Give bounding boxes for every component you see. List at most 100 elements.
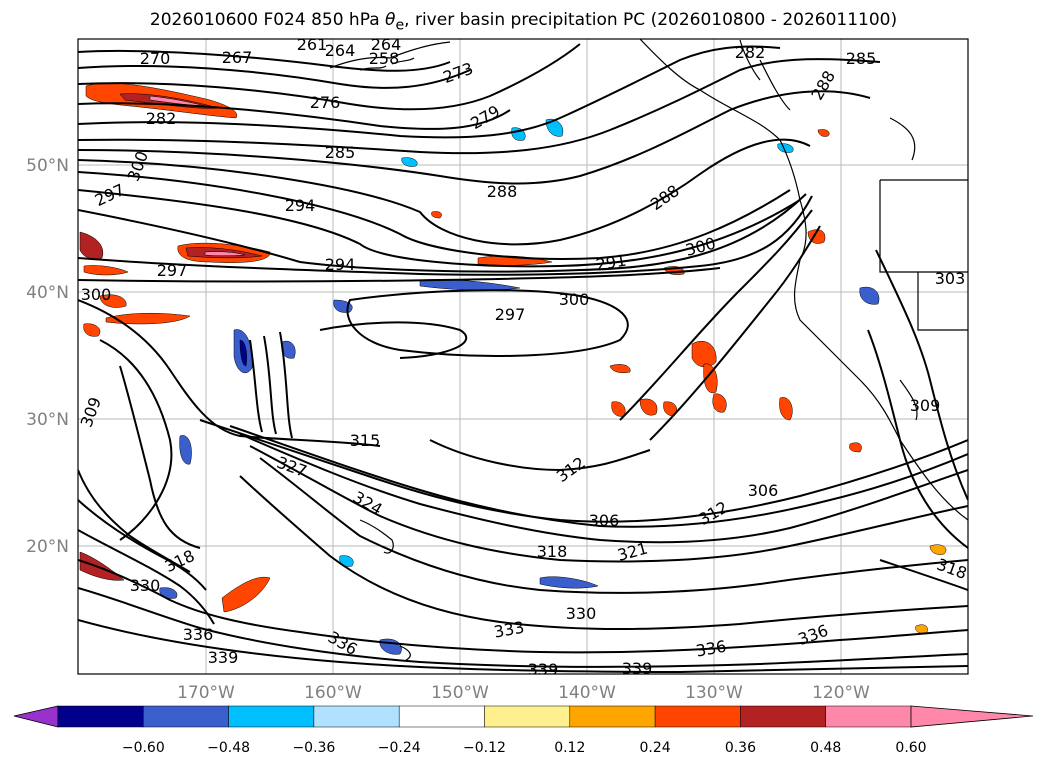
border-us-canada: [879, 179, 968, 273]
patch-neg-west-35n-core: [239, 339, 247, 367]
lon-label: 130°W: [685, 683, 743, 703]
contour-300-closed: [346, 289, 629, 357]
graticule: [78, 39, 968, 674]
theta-e-contours: [78, 43, 968, 674]
contour-327: [239, 475, 968, 630]
patch-neg-bc: [777, 143, 794, 153]
theta-symbol: θ: [385, 10, 396, 30]
map-area: 270 267 264 261 258 264 273 276 279 282 …: [78, 35, 968, 678]
colorbar-label: 0.12: [554, 740, 585, 756]
contour-label: 282: [735, 43, 766, 62]
contour-291: [78, 171, 791, 260]
contour-297-inner: [319, 321, 468, 359]
colorbar: −0.60 −0.48 −0.36 −0.24 −0.12 0.12 0.24 …: [13, 705, 1034, 756]
contour-309-coast: [875, 249, 968, 501]
contour-label: 297: [495, 305, 526, 324]
contour-306-diag: [649, 225, 821, 441]
contour-270: [78, 49, 451, 72]
patch-mexico: [929, 544, 947, 555]
colorbar-segment: [569, 705, 656, 728]
contour-324: [259, 457, 968, 594]
colorbar-segment: [484, 705, 571, 728]
lon-label: 160°W: [304, 683, 362, 703]
contour-label: 267: [222, 48, 253, 67]
contour-label: 330: [566, 604, 597, 623]
contour-label: 276: [310, 93, 341, 112]
contour-label: 264: [371, 35, 402, 54]
coast-north-america: [639, 39, 968, 521]
colorbar-labels: −0.60 −0.48 −0.36 −0.24 −0.12 0.12 0.24 …: [122, 740, 927, 756]
contour-318-west-b: [263, 335, 277, 435]
contour-312: [199, 419, 968, 523]
colorbar-segment: [313, 705, 400, 728]
contour-label: 294: [285, 196, 316, 215]
coast-se-alaska: [739, 39, 791, 111]
patch-central-31n-c: [712, 393, 727, 413]
contour-label: 330: [130, 576, 161, 595]
lon-label: 150°W: [431, 683, 489, 703]
colorbar-label: −0.60: [122, 740, 165, 756]
colorbar-label: −0.48: [207, 740, 250, 756]
lat-label: 30°N: [26, 410, 69, 430]
lon-label: 140°W: [558, 683, 616, 703]
patch-west-38n: [99, 294, 127, 308]
contour-312-west: [119, 365, 201, 549]
contour-300: [78, 267, 721, 283]
contour-309: [99, 339, 173, 541]
contour-label: 318: [537, 542, 568, 561]
patch-neg-west-28n: [179, 435, 192, 465]
contour-label: 294: [325, 255, 356, 274]
contour-330: [78, 559, 968, 654]
patch-california-offshore: [691, 340, 717, 368]
contour-label: 306: [589, 511, 620, 530]
contour-label: 270: [140, 49, 171, 68]
colorbar-segment: [57, 705, 144, 728]
contour-label: 336: [183, 625, 214, 644]
colorbar-segment: [740, 705, 826, 728]
patch-bc-1: [817, 129, 830, 137]
colorbar-label: 0.60: [895, 740, 926, 756]
patch-central-46n: [431, 211, 442, 219]
contour-321: [249, 445, 968, 563]
patch-west-36n: [83, 323, 101, 337]
coast-island-south: [399, 645, 411, 661]
latitude-labels: 50°N 40°N 30°N 20°N: [26, 156, 69, 557]
colorbar-segment: [654, 705, 741, 728]
patch-subtropical-west: [221, 576, 271, 613]
contour-label: 258: [369, 49, 400, 68]
coastlines: [329, 39, 968, 661]
coast-aleutians: [359, 57, 415, 71]
patch-neg-subtropic: [539, 576, 599, 589]
lat-label: 40°N: [26, 283, 69, 303]
contour-297: [78, 193, 807, 273]
patch-jet-west-peak: [204, 251, 246, 256]
contour-label: 309: [910, 396, 941, 415]
contour-label: 300: [559, 290, 590, 309]
colorbar-label: −0.24: [378, 740, 421, 756]
contour-324-west: [78, 529, 215, 625]
patch-central-32n: [639, 398, 658, 416]
contour-label: 306: [748, 481, 779, 500]
contour-288b: [78, 138, 811, 246]
coast-hawaii: [359, 519, 394, 554]
coast-bc-inland: [889, 117, 916, 161]
lat-label: 50°N: [26, 156, 69, 176]
contour-288: [78, 90, 871, 185]
contour-label: 297: [157, 261, 188, 280]
patch-baja: [849, 442, 862, 453]
patch-central-34n: [609, 364, 631, 373]
contour-279: [78, 102, 511, 130]
colorbar-segment: [825, 705, 912, 728]
colorbar-segment: [228, 705, 315, 728]
contour-label: 285: [846, 49, 877, 68]
map-title: 2026010600 F024 850 hPa θe, river basin …: [149, 10, 898, 34]
map-frame: [77, 38, 969, 675]
contour-318: [239, 433, 968, 544]
theta-subscript: e: [395, 17, 405, 34]
contour-label: 282: [146, 109, 177, 128]
contour-label: 261: [297, 35, 328, 54]
contour-label: 339: [622, 659, 653, 678]
colorbar-label: 0.48: [810, 740, 841, 756]
contour-label: 300: [81, 285, 112, 304]
